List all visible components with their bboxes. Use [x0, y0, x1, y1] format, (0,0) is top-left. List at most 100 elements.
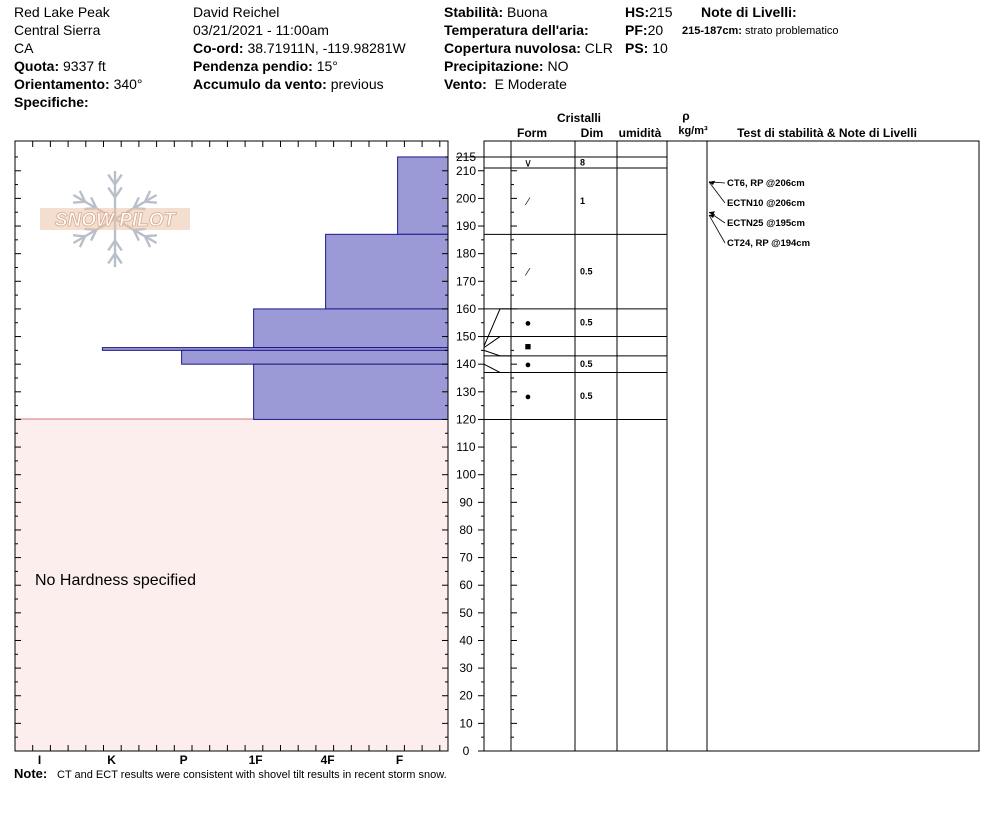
layer-note-text: strato problematico	[745, 25, 839, 37]
snowflake-branch	[107, 173, 116, 186]
aspect-label: Orientamento:	[14, 76, 110, 92]
snowflake-branch	[107, 186, 116, 199]
snowflake-branch	[90, 229, 98, 242]
conditions-info: Stabilità: Buona Temperatura dell'aria: …	[444, 3, 613, 93]
hardness-ticks	[14, 141, 448, 752]
depth-tick-label: 170	[456, 274, 476, 288]
stability-label: Stabilità:	[444, 4, 504, 20]
crystal-size-label: 1	[580, 196, 585, 206]
layer-note-range: 215-187cm:	[682, 25, 742, 37]
note-label: Note:	[14, 766, 47, 781]
snowflake-branch	[114, 173, 123, 186]
depth-tick-label: 110	[456, 440, 475, 454]
form-header: Form	[517, 126, 547, 140]
test-arrow-head	[709, 211, 715, 216]
precip-label: Precipitazione:	[444, 58, 544, 74]
crystal-form-icon: ⁄	[524, 267, 531, 279]
precip-value: NO	[547, 58, 569, 74]
snowflake-branch	[132, 196, 140, 209]
elevation-row: Quota: 9337 ft	[14, 57, 143, 75]
hardness-scale-label: F	[396, 753, 403, 767]
no-hardness-text: No Hardness specified	[35, 572, 196, 589]
snowflake-branch	[73, 234, 86, 238]
snowflake-watermark-icon: SNOW PILOT	[40, 171, 190, 267]
crystal-form-icon: ⁄	[524, 196, 531, 208]
snowflake-branch	[132, 229, 140, 242]
wind-loading-label: Accumulo da vento:	[193, 76, 327, 92]
elevation-label: Quota:	[14, 58, 60, 74]
crystal-table-frame	[483, 140, 980, 752]
layer-link-line	[483, 308, 511, 347]
depth-tick-label: 140	[456, 357, 476, 371]
depth-tick-label: 10	[459, 716, 473, 730]
density-unit-header: kg/m³	[678, 125, 708, 137]
depth-tick-label: 100	[456, 468, 476, 482]
site-info: Red Lake Peak Central Sierra CA Quota: 9…	[14, 3, 143, 111]
snowflake-branch	[114, 186, 123, 199]
hardness-layer-bar	[253, 363, 449, 420]
observer-info: David Reichel 03/21/2021 - 11:00am Co-or…	[193, 3, 406, 93]
pf-row: PF:20	[625, 21, 672, 39]
slope-row: Pendenza pendio: 15°	[193, 57, 406, 75]
hardness-layers	[101, 156, 449, 420]
hardness-scale-label: P	[180, 753, 188, 767]
wind-row: Vento: E Moderate	[444, 75, 613, 93]
aspect-row: Orientamento: 340°	[14, 75, 143, 93]
depth-tick-label: 200	[456, 191, 476, 205]
hs-row: HS:215	[625, 3, 672, 21]
wind-loading-value: previous	[330, 76, 384, 92]
snowflake-branch	[114, 252, 123, 265]
hardness-layer-bar	[181, 349, 449, 365]
depth-tick-label: 190	[456, 219, 476, 233]
stability-value: Buona	[507, 4, 548, 20]
crystal-form-icon: ∨	[524, 157, 532, 169]
observation-datetime: 03/21/2021 - 11:00am	[193, 22, 329, 38]
note-text: CT and ECT results were consistent with …	[57, 769, 447, 781]
crystal-form-icon: ●	[525, 359, 532, 371]
hardness-layer-bar	[325, 233, 449, 310]
snowflake-branch	[73, 200, 86, 204]
depth-tick-label: 30	[459, 661, 473, 675]
depth-tick-label: 0	[463, 744, 470, 758]
ps-value: 10	[652, 40, 668, 56]
hs-value: 215	[649, 4, 673, 20]
crystal-size-label: 0.5	[580, 318, 593, 328]
hardness-frame	[14, 140, 449, 752]
crystal-rows: ∨ 8 ⁄ 1 ⁄ 0.5 ● 0.5 ■ ● 0.5 ● 0.5	[456, 156, 667, 420]
layer-notes-title: Note di Livelli:	[701, 4, 797, 20]
crystal-form-icon: ●	[525, 318, 532, 330]
test-arrow-head	[709, 213, 715, 218]
wind-label: Vento:	[444, 76, 487, 92]
layer-note-row: 215-187cm: strato problematico	[682, 22, 839, 40]
coord-row: Co-ord: 38.71911N, -119.98281W	[193, 39, 406, 57]
depth-tick-label: 210	[456, 164, 476, 178]
stability-test-label: ECTN10 @206cm	[727, 198, 805, 209]
test-arrow-line	[708, 181, 726, 204]
cloud-value: CLR	[584, 40, 613, 56]
elevation-value: 9337 ft	[63, 58, 106, 74]
depth-tick-label: 80	[459, 523, 473, 537]
snowflake-branch	[143, 190, 152, 203]
depth-tick-label: 60	[459, 578, 473, 592]
observer-name: David Reichel	[193, 4, 280, 20]
crystal-size-label: 0.5	[580, 267, 593, 277]
pf-label: PF:	[625, 22, 648, 38]
test-arrow-line	[708, 214, 726, 244]
air-temp-row: Temperatura dell'aria:	[444, 21, 613, 39]
air-temp-label: Temperatura dell'aria:	[444, 22, 589, 38]
depth-tick-label: 150	[456, 330, 476, 344]
snowflake-branch	[107, 252, 116, 265]
snowflake-branch	[144, 200, 157, 204]
layer-link-line	[483, 336, 511, 349]
crystal-size-label: 0.5	[580, 359, 593, 369]
snowflake-branch	[144, 234, 157, 238]
cloud-row: Copertura nuvolosa: CLR	[444, 39, 613, 57]
hardness-scale-labels: I K P 1F 4F F	[38, 753, 403, 767]
stability-test-label: CT6, RP @206cm	[727, 178, 805, 189]
depth-tick-label: 40	[459, 633, 473, 647]
precip-row: Precipitazione: NO	[444, 57, 613, 75]
depth-tick-label: 20	[459, 689, 473, 703]
region-name: Central Sierra	[14, 22, 101, 38]
depth-tick-label: 50	[459, 606, 473, 620]
